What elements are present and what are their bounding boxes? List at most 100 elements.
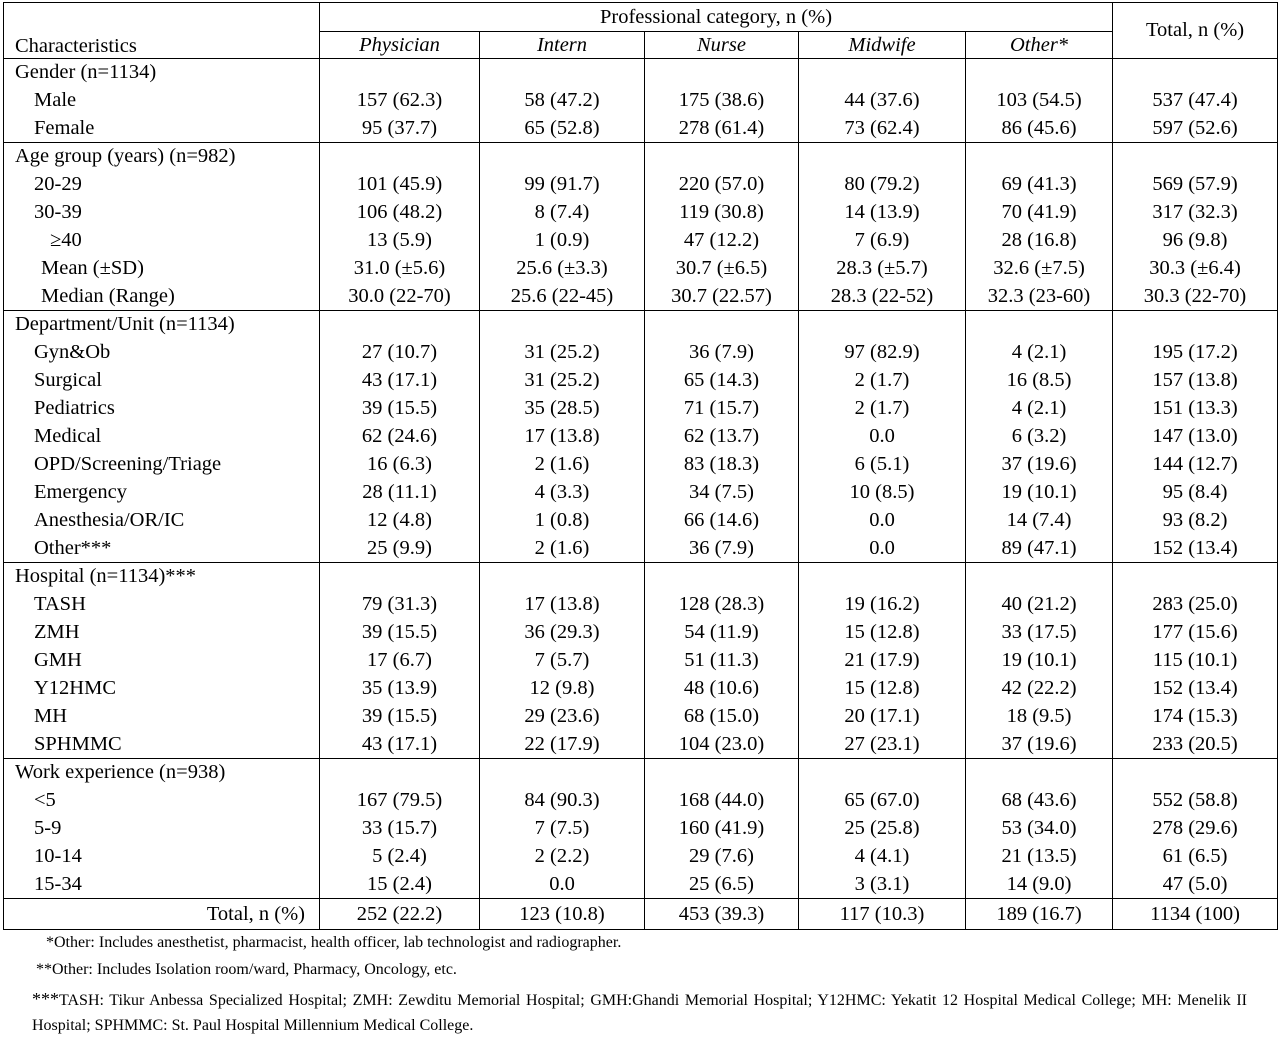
value-cell: 8 (7.4): [479, 198, 645, 227]
value-cell: 39 (15.5): [319, 702, 480, 731]
empty-cell: [479, 58, 645, 87]
value-cell: 65 (14.3): [644, 366, 799, 395]
section-header-row: Department/Unit (n=1134): [3, 310, 1279, 339]
footnote-hospital-abbreviations: ***TASH: Tikur Anbessa Specialized Hospi…: [32, 987, 1247, 1038]
table-row: 5-9 33 (15.7) 7 (7.5) 160 (41.9) 25 (25.8) 53…: [3, 814, 1279, 843]
value-cell: 7 (6.9): [798, 226, 966, 255]
category-header-physician: Physician: [319, 31, 480, 59]
empty-cell: [479, 142, 645, 171]
empty-cell: [1112, 310, 1279, 339]
value-cell: 4 (4.1): [798, 842, 966, 871]
value-cell: 17 (13.8): [479, 422, 645, 451]
value-cell: 14 (9.0): [964, 870, 1114, 899]
value-cell: 4 (3.3): [479, 478, 645, 507]
value-cell: 30.0 (22-70): [319, 282, 480, 311]
table-row: MH 39 (15.5) 29 (23.6) 68 (15.0) 20 (17.1) 18…: [3, 702, 1279, 731]
total-cell: 317 (32.3): [1112, 198, 1279, 227]
value-cell: 62 (13.7): [644, 422, 799, 451]
total-cell: 552 (58.8): [1112, 786, 1279, 815]
value-cell: 18 (9.5): [964, 702, 1114, 731]
row-label: Anesthesia/OR/IC: [3, 506, 320, 535]
value-cell: 40 (21.2): [964, 590, 1114, 619]
total-cell: 233 (20.5): [1112, 730, 1279, 759]
total-cell: 115 (10.1): [1112, 646, 1279, 675]
value-cell: 167 (79.5): [319, 786, 480, 815]
table-row: GMH 17 (6.7) 7 (5.7) 51 (11.3) 21 (17.9) 19 (…: [3, 646, 1279, 675]
section-header-row: Gender (n=1134): [3, 58, 1279, 87]
value-cell: 69 (41.3): [964, 170, 1114, 199]
value-cell: 70 (41.9): [964, 198, 1114, 227]
characteristics-header: Characteristics: [3, 2, 320, 59]
value-cell: 19 (16.2): [798, 590, 966, 619]
value-cell: 1 (0.9): [479, 226, 645, 255]
table-row: Emergency 28 (11.1) 4 (3.3) 34 (7.5) 10 (8.5…: [3, 478, 1279, 507]
value-cell: 86 (45.6): [964, 114, 1114, 143]
table-row: Male 157 (62.3) 58 (47.2) 175 (38.6) 44 (37.…: [3, 86, 1279, 115]
value-cell: 0.0: [798, 422, 966, 451]
section-title: Work experience (n=938): [3, 758, 320, 787]
table-row: Female 95 (37.7) 65 (52.8) 278 (61.4) 73 (62…: [3, 114, 1279, 143]
empty-cell: [479, 758, 645, 787]
total-cell: 157 (13.8): [1112, 366, 1279, 395]
value-cell: 43 (17.1): [319, 730, 480, 759]
value-cell: 14 (7.4): [964, 506, 1114, 535]
characteristics-table: Characteristics Professional category, n…: [3, 2, 1279, 930]
value-cell: 68 (43.6): [964, 786, 1114, 815]
section-header-row: Work experience (n=938): [3, 758, 1279, 787]
row-label: 10-14: [3, 842, 320, 871]
value-cell: 7 (7.5): [479, 814, 645, 843]
total-row-cell: 123 (10.8): [479, 898, 645, 930]
table-row: TASH 79 (31.3) 17 (13.8) 128 (28.3) 19 (16.2…: [3, 590, 1279, 619]
value-cell: 2 (1.6): [479, 534, 645, 563]
row-label: ≥40: [3, 226, 320, 255]
value-cell: 21 (17.9): [798, 646, 966, 675]
value-cell: 103 (54.5): [964, 86, 1114, 115]
value-cell: 2 (1.6): [479, 450, 645, 479]
value-cell: 89 (47.1): [964, 534, 1114, 563]
row-label: Mean (±SD): [3, 254, 320, 283]
value-cell: 20 (17.1): [798, 702, 966, 731]
value-cell: 54 (11.9): [644, 618, 799, 647]
value-cell: 3 (3.1): [798, 870, 966, 899]
value-cell: 25 (6.5): [644, 870, 799, 899]
value-cell: 6 (3.2): [964, 422, 1114, 451]
footnote-other-units: **Other: Includes Isolation room/ward, P…: [36, 961, 457, 978]
value-cell: 7 (5.7): [479, 646, 645, 675]
row-label: OPD/Screening/Triage: [3, 450, 320, 479]
value-cell: 128 (28.3): [644, 590, 799, 619]
total-row-cell: 453 (39.3): [644, 898, 799, 930]
value-cell: 48 (10.6): [644, 674, 799, 703]
empty-cell: [644, 310, 799, 339]
row-label: <5: [3, 786, 320, 815]
value-cell: 17 (13.8): [479, 590, 645, 619]
category-header-other: Other*: [964, 31, 1114, 59]
empty-cell: [1112, 758, 1279, 787]
empty-cell: [644, 58, 799, 87]
row-label: Other***: [3, 534, 320, 563]
empty-cell: [964, 310, 1114, 339]
value-cell: 25 (9.9): [319, 534, 480, 563]
value-cell: 160 (41.9): [644, 814, 799, 843]
value-cell: 220 (57.0): [644, 170, 799, 199]
table-row: 30-39 106 (48.2) 8 (7.4) 119 (30.8) 14 (13.9…: [3, 198, 1279, 227]
value-cell: 30.7 (±6.5): [644, 254, 799, 283]
total-cell: 96 (9.8): [1112, 226, 1279, 255]
value-cell: 1 (0.8): [479, 506, 645, 535]
value-cell: 32.3 (23-60): [964, 282, 1114, 311]
value-cell: 73 (62.4): [798, 114, 966, 143]
row-label: ZMH: [3, 618, 320, 647]
category-header-intern: Intern: [479, 31, 645, 59]
value-cell: 30.7 (22.57): [644, 282, 799, 311]
value-cell: 2 (2.2): [479, 842, 645, 871]
value-cell: 0.0: [798, 506, 966, 535]
empty-cell: [644, 562, 799, 591]
row-label: 20-29: [3, 170, 320, 199]
total-row-cell: 252 (22.2): [319, 898, 480, 930]
value-cell: 21 (13.5): [964, 842, 1114, 871]
total-cell: 95 (8.4): [1112, 478, 1279, 507]
empty-cell: [798, 758, 966, 787]
total-row-cell: 117 (10.3): [798, 898, 966, 930]
empty-cell: [319, 142, 480, 171]
total-cell: 283 (25.0): [1112, 590, 1279, 619]
value-cell: 16 (8.5): [964, 366, 1114, 395]
